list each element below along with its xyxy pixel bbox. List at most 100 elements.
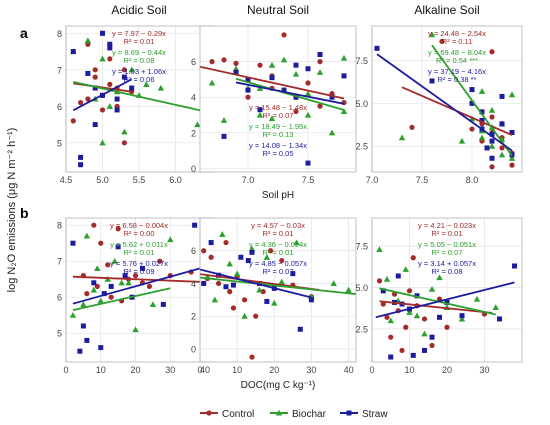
x-tick-label: 6.0 — [169, 175, 182, 185]
data-point — [304, 111, 312, 118]
data-point — [101, 291, 107, 297]
data-point — [479, 117, 485, 123]
data-point — [209, 59, 215, 65]
regression-equation: y = 5.05 − 0.051x — [418, 240, 476, 249]
data-point — [216, 272, 222, 278]
data-point — [497, 316, 502, 322]
panel-title: Alkaline Soil — [414, 3, 479, 17]
data-point — [469, 87, 475, 93]
data-point — [257, 62, 263, 68]
panel-title: Neutral Soil — [247, 3, 309, 17]
panel-a-3: 2.5 5.0 7.5 7.0 7.5 8.0 Alkaline Soil y = 24.48… — [355, 3, 523, 185]
data-point — [107, 41, 113, 47]
data-point — [458, 315, 466, 322]
data-point — [108, 283, 114, 289]
data-point — [512, 263, 517, 269]
x-tick-label: 7.5 — [416, 175, 429, 185]
legend-marker — [275, 409, 283, 416]
y-tick-label: 7.5 — [355, 242, 368, 252]
x-tick-label: 7.0 — [242, 175, 255, 185]
data-point — [149, 301, 157, 307]
plot-border — [199, 25, 357, 173]
data-point — [201, 280, 207, 286]
r-squared: R² = 0.54 *** — [436, 56, 478, 65]
legend-item-biochar: Biochar — [270, 409, 327, 420]
data-point — [107, 56, 113, 62]
x-tick-label: 0 — [63, 365, 68, 375]
data-point — [409, 124, 415, 130]
data-point — [489, 49, 495, 55]
y-tick-label: 0 — [191, 164, 196, 174]
legend-label: Straw — [362, 409, 388, 420]
data-point — [114, 107, 120, 113]
plot-border — [371, 217, 523, 363]
legend-item-control: Control — [200, 409, 254, 420]
y-tick-label: 5 — [57, 138, 62, 148]
legend-marker — [346, 410, 352, 416]
r-squared: R² = 0.05 — [262, 149, 293, 158]
data-point — [233, 270, 241, 277]
data-point — [499, 121, 505, 127]
data-point — [402, 266, 409, 272]
data-point — [406, 309, 413, 315]
r-squared: R² = 0.11 — [442, 37, 473, 46]
data-point — [78, 100, 84, 106]
data-point — [268, 61, 276, 68]
data-point — [293, 94, 299, 100]
data-point — [99, 139, 106, 146]
x-tick-label: 10 — [404, 365, 414, 375]
fit-line — [72, 287, 171, 312]
regression-equation: y = 7.97 − 0.29x — [112, 29, 166, 38]
y-tick-label: 0 — [191, 344, 196, 354]
data-point — [129, 85, 135, 91]
regression-equation: y = 15.48 − 1.48x — [249, 103, 307, 112]
data-point — [122, 273, 128, 279]
plot-border — [199, 217, 357, 363]
data-point — [208, 254, 214, 260]
data-point — [292, 70, 300, 77]
data-point — [208, 240, 214, 246]
data-point — [241, 297, 248, 303]
x-tick-label: 5.5 — [133, 175, 146, 185]
y-tick-label: 6 — [57, 293, 62, 303]
data-point — [437, 314, 442, 320]
data-point — [77, 348, 83, 354]
data-point — [376, 246, 383, 253]
data-point — [340, 108, 348, 115]
data-point — [345, 286, 352, 293]
row-a-letter: a — [20, 25, 28, 41]
x-tick-label: 20 — [269, 365, 279, 375]
data-point — [84, 291, 90, 297]
legend-marker — [206, 410, 212, 416]
row-b-x-label: DOC(mg C kg⁻¹) — [241, 380, 316, 391]
data-point — [413, 312, 421, 319]
data-point — [422, 347, 427, 353]
data-point — [488, 106, 496, 113]
data-point — [488, 143, 496, 149]
regression-equation: y = 37.19 − 4.16x — [428, 67, 486, 76]
data-point — [108, 294, 114, 300]
fit-line — [72, 78, 133, 112]
x-tick-label: 0 — [369, 365, 374, 375]
regression-equation: y = 5.76 + 0.027x — [110, 259, 168, 268]
data-point — [114, 96, 120, 102]
fit-line — [199, 276, 357, 295]
x-tick-label: 20 — [131, 365, 141, 375]
data-point — [478, 88, 486, 94]
data-point — [340, 54, 348, 61]
y-tick-label: 6 — [57, 102, 62, 112]
y-tick-label: 6 — [191, 57, 196, 67]
data-point — [92, 74, 98, 80]
data-point — [226, 260, 233, 267]
y-tick-label: 4 — [191, 93, 196, 103]
r-squared: R² = 0.07 — [262, 267, 293, 276]
r-squared: R² = 0.01 — [262, 229, 293, 238]
data-point — [399, 347, 405, 354]
data-point — [92, 85, 98, 91]
r-squared: R² = 0.00 — [123, 229, 154, 238]
data-point — [509, 162, 515, 168]
data-point — [489, 114, 495, 120]
data-point — [410, 352, 416, 358]
data-point — [304, 90, 312, 97]
data-point — [267, 248, 274, 254]
